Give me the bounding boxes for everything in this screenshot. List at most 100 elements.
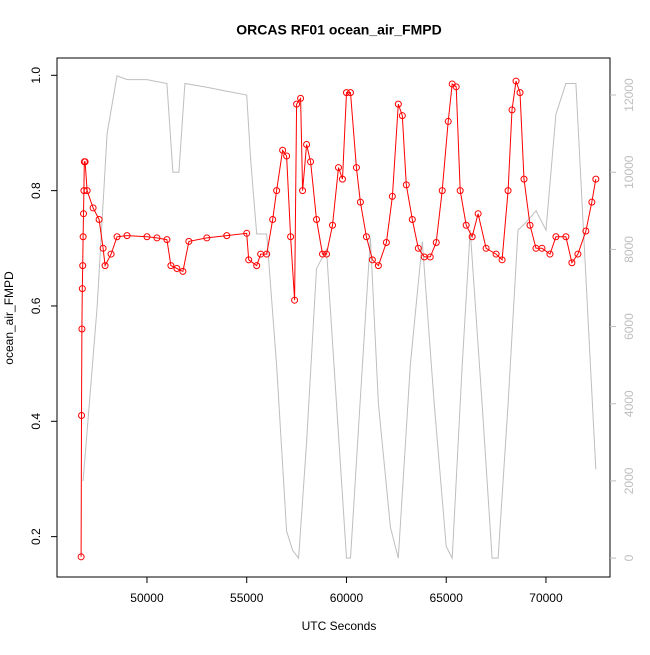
data-point: [342, 89, 350, 97]
data-point: [269, 215, 277, 223]
data-point: [185, 237, 193, 245]
data-point: [402, 181, 410, 189]
data-point: [568, 259, 576, 267]
y-tick-label: 0.4: [29, 413, 43, 430]
data-point: [520, 175, 528, 183]
data-point: [179, 267, 187, 275]
x-axis-label: UTC Seconds: [302, 619, 377, 633]
data-point: [352, 164, 360, 172]
y2-tick-label: 8000: [622, 236, 636, 263]
data-point: [78, 412, 86, 420]
data-point: [582, 227, 590, 235]
data-point: [362, 233, 370, 241]
data-point: [153, 234, 161, 242]
y-tick-label: 0.8: [29, 182, 43, 199]
data-point: [203, 234, 211, 242]
data-point: [408, 215, 416, 223]
data-point: [526, 221, 534, 229]
data-point: [546, 250, 554, 258]
data-point: [81, 158, 89, 166]
data-point: [508, 106, 516, 114]
data-point: [79, 233, 87, 241]
data-point: [382, 239, 390, 247]
y2-tick-label: 2000: [622, 467, 636, 494]
data-point: [79, 262, 87, 270]
data-point: [452, 83, 460, 91]
data-point: [291, 296, 299, 304]
data-point: [356, 198, 364, 206]
data-point: [498, 256, 506, 264]
y2-tick-label: 10000: [622, 155, 636, 189]
data-point: [297, 94, 305, 102]
data-point: [273, 187, 281, 195]
data-point: [299, 187, 307, 195]
data-point: [77, 553, 85, 561]
data-point: [303, 141, 311, 148]
data-point: [113, 233, 121, 241]
data-point: [562, 233, 570, 241]
data-point: [283, 152, 291, 160]
data-point: [253, 262, 261, 270]
data-point: [512, 77, 520, 85]
data-point: [143, 233, 151, 241]
data-point: [374, 262, 382, 270]
data-point: [338, 175, 346, 183]
data-point: [346, 89, 354, 97]
y2-tick-label: 0: [622, 554, 636, 561]
data-point: [474, 210, 482, 218]
data-point: [438, 187, 446, 195]
data-point: [163, 236, 171, 244]
data-point: [329, 221, 337, 229]
data-point: [588, 198, 596, 206]
series-line: [80, 80, 597, 557]
data-point: [334, 164, 342, 172]
x-tick-label: 55000: [230, 591, 264, 605]
data-point: [101, 262, 109, 270]
data-point: [223, 232, 231, 240]
series-line: [82, 75, 597, 560]
data-point: [78, 285, 86, 293]
data-point: [83, 187, 91, 195]
data-point: [426, 253, 434, 261]
y-tick-label: 0.6: [29, 297, 43, 314]
x-tick-label: 65000: [430, 591, 464, 605]
data-point: [574, 250, 582, 258]
data-point: [516, 89, 524, 97]
data-point: [482, 244, 490, 252]
data-point: [78, 325, 86, 333]
data-point: [123, 232, 131, 240]
data-point: [313, 215, 321, 223]
data-point: [504, 187, 512, 195]
data-point: [99, 244, 107, 252]
data-point: [307, 158, 315, 166]
data-point: [107, 250, 115, 258]
x-tick-label: 50000: [130, 591, 164, 605]
x-tick-label: 70000: [529, 591, 563, 605]
data-point: [167, 262, 175, 270]
data-point: [319, 250, 327, 258]
y-tick-label: 1.0: [29, 67, 43, 84]
data-point: [552, 233, 560, 241]
data-point: [432, 239, 440, 247]
data-point: [388, 192, 396, 200]
data-point: [394, 100, 402, 108]
data-point: [287, 233, 295, 241]
data-point: [80, 210, 88, 218]
data-point: [279, 146, 287, 154]
data-point: [492, 250, 500, 258]
y-tick-label: 0.2: [29, 528, 43, 545]
data-point: [468, 233, 476, 241]
data-point: [462, 221, 470, 229]
data-point: [245, 256, 253, 264]
data-point: [538, 244, 546, 252]
data-point: [95, 215, 103, 223]
data-point: [414, 244, 422, 252]
x-tick-label: 60000: [330, 591, 364, 605]
data-point: [293, 100, 301, 108]
data-point: [173, 264, 181, 272]
y2-tick-label: 12000: [622, 78, 636, 112]
y2-tick-label: 6000: [622, 313, 636, 340]
data-point: [263, 250, 271, 258]
